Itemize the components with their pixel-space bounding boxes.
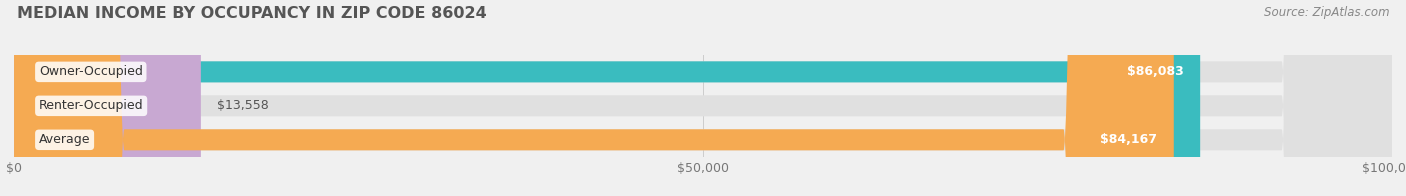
- FancyBboxPatch shape: [14, 0, 1201, 196]
- FancyBboxPatch shape: [14, 0, 201, 196]
- FancyBboxPatch shape: [14, 0, 1392, 196]
- Text: Owner-Occupied: Owner-Occupied: [39, 65, 143, 78]
- Text: MEDIAN INCOME BY OCCUPANCY IN ZIP CODE 86024: MEDIAN INCOME BY OCCUPANCY IN ZIP CODE 8…: [17, 6, 486, 21]
- Text: Renter-Occupied: Renter-Occupied: [39, 99, 143, 112]
- Text: $86,083: $86,083: [1126, 65, 1184, 78]
- FancyBboxPatch shape: [14, 0, 1392, 196]
- FancyBboxPatch shape: [14, 0, 1174, 196]
- Text: $84,167: $84,167: [1101, 133, 1157, 146]
- Text: Source: ZipAtlas.com: Source: ZipAtlas.com: [1264, 6, 1389, 19]
- Text: $13,558: $13,558: [218, 99, 269, 112]
- Text: Average: Average: [39, 133, 90, 146]
- FancyBboxPatch shape: [14, 0, 1392, 196]
